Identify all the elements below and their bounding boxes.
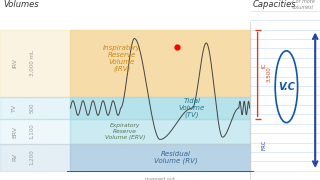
Text: 3,000 mL: 3,000 mL: [29, 50, 35, 76]
Text: IC: IC: [261, 63, 267, 68]
Text: 3,500: 3,500: [267, 67, 272, 82]
Text: manned out: manned out: [145, 177, 175, 180]
Text: ERV: ERV: [12, 126, 17, 138]
Text: 1,200: 1,200: [29, 150, 35, 165]
Text: IRV: IRV: [12, 58, 17, 68]
Text: Tidal
Volume
(TV): Tidal Volume (TV): [179, 98, 205, 118]
Text: 1,100: 1,100: [29, 124, 35, 140]
Text: Residual
Volume (RV): Residual Volume (RV): [154, 151, 198, 164]
Text: TV: TV: [12, 104, 17, 112]
Text: RV: RV: [12, 153, 17, 161]
Text: FRC: FRC: [261, 140, 267, 150]
Text: Inspiratory
Reserve
Volume
(IRV): Inspiratory Reserve Volume (IRV): [103, 45, 140, 73]
Text: 2 or more
volumes!: 2 or more volumes!: [291, 0, 315, 10]
Text: Expiratory
Reserve
Volume (ERV): Expiratory Reserve Volume (ERV): [105, 123, 145, 140]
Text: Capacities: Capacities: [253, 0, 296, 9]
Text: 500: 500: [29, 103, 35, 113]
Text: V.C: V.C: [278, 82, 295, 92]
Text: Volumes: Volumes: [3, 0, 39, 9]
